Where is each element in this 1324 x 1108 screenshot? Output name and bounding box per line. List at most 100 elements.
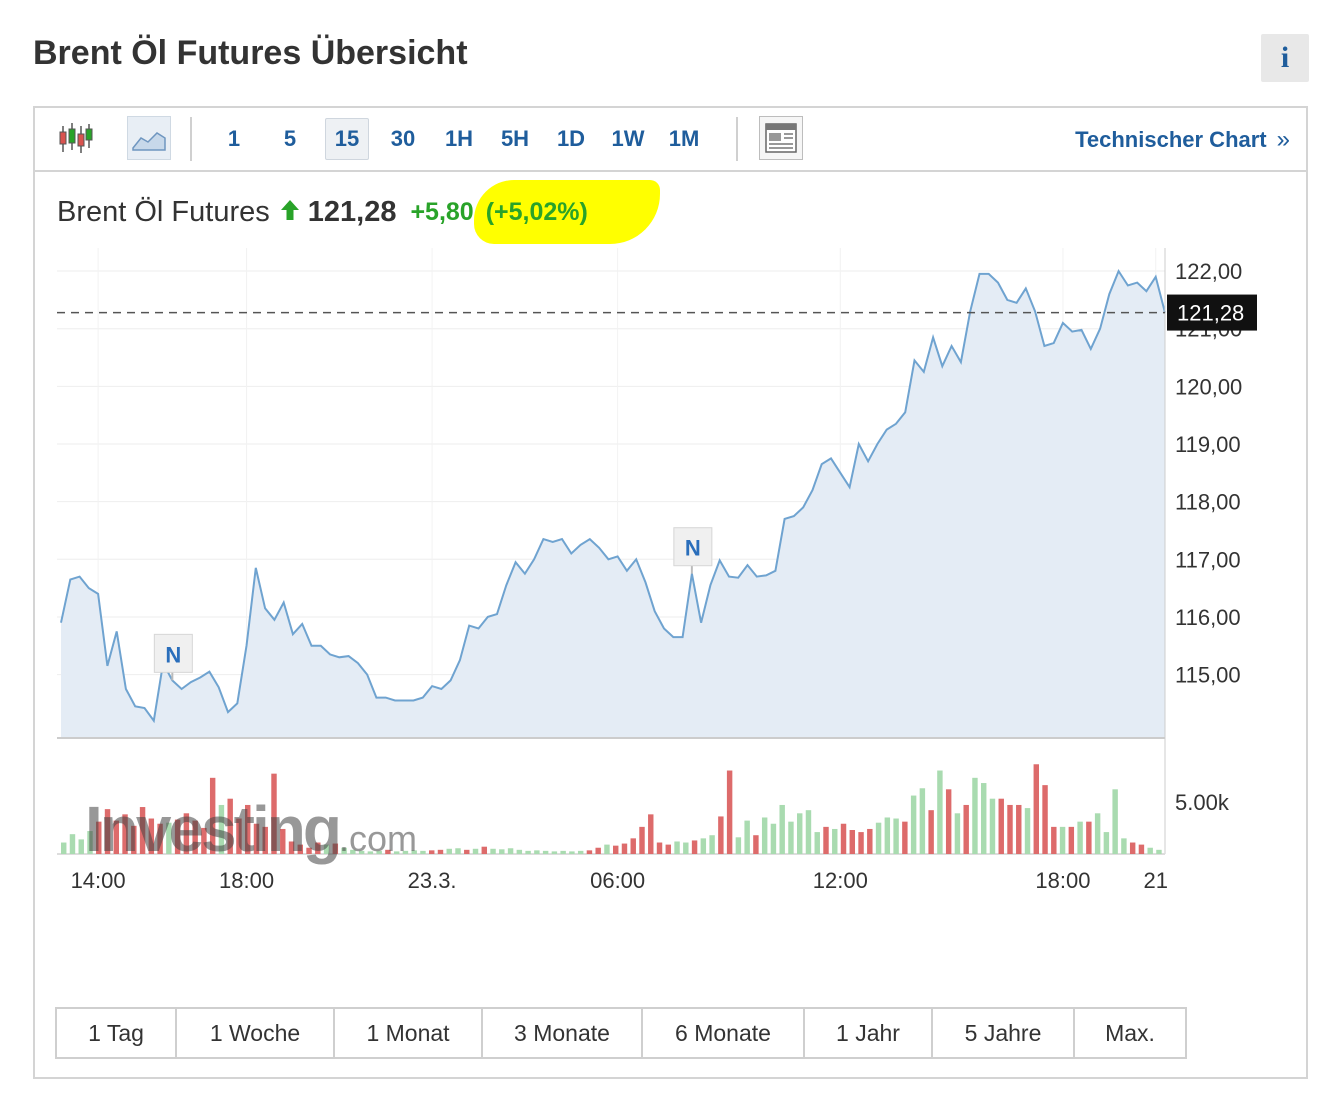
volume-bar — [770, 823, 777, 854]
volume-bar — [823, 826, 829, 854]
candlestick-chart-icon[interactable] — [53, 116, 97, 160]
volume-bar — [805, 810, 812, 854]
volume-bar — [341, 847, 347, 854]
range-6-months[interactable]: 6 Monate — [643, 1009, 805, 1057]
volume-bar — [507, 848, 514, 854]
volume-bar — [420, 850, 426, 854]
volume-bar — [621, 843, 628, 854]
volume-bar — [665, 844, 672, 854]
volume-bar — [928, 810, 934, 854]
volume-bar — [1103, 832, 1110, 854]
volume-bar — [919, 788, 926, 854]
y-tick-label: 116,00 — [1175, 605, 1241, 630]
volume-bar — [761, 817, 768, 854]
volume-bar — [709, 835, 715, 854]
volume-bar — [437, 849, 444, 854]
up-arrow-icon — [280, 199, 300, 226]
technical-chart-link[interactable]: Technischer Chart » — [1075, 126, 1290, 154]
volume-bar — [1129, 842, 1136, 854]
volume-bar — [288, 841, 295, 854]
volume-bar — [604, 844, 610, 854]
volume-bar — [148, 818, 155, 854]
current-price-label: 121,28 — [1177, 301, 1244, 326]
volume-bar — [814, 832, 820, 854]
volume-bar — [297, 844, 304, 854]
news-marker-label: N — [165, 642, 181, 667]
volume-bar — [218, 804, 225, 854]
chart-toolbar: 1 5 15 30 1H 5H 1D 1W 1M Technischer Cha… — [35, 108, 1306, 172]
volume-bar — [551, 851, 558, 854]
volume-bar — [323, 844, 330, 854]
volume-bar — [569, 851, 575, 854]
volume-bar — [1059, 826, 1066, 854]
timeframe-5[interactable]: 5 — [283, 126, 297, 151]
volume-bar — [683, 842, 689, 854]
range-5-years[interactable]: 5 Jahre — [933, 1009, 1075, 1057]
percent-change: (+5,02%) — [485, 198, 588, 226]
volume-tick-label: 5.00k — [1175, 790, 1230, 815]
range-1-month[interactable]: 1 Monat — [335, 1009, 483, 1057]
volume-bar — [648, 814, 654, 854]
volume-bar — [393, 851, 400, 854]
x-tick-label: 14:00 — [71, 868, 126, 893]
volume-bar — [61, 842, 67, 854]
data-table-icon[interactable] — [759, 116, 803, 160]
volume-bar — [726, 770, 733, 854]
volume-bar — [481, 846, 488, 854]
timeframe-1h[interactable]: 1H — [444, 126, 474, 151]
volume-bar — [875, 822, 882, 854]
chart-widget: 1 5 15 30 1H 5H 1D 1W 1M Technischer Cha… — [33, 106, 1308, 1079]
volume-bar — [446, 848, 452, 854]
volume-bar — [1024, 808, 1031, 854]
volume-bar — [262, 826, 268, 854]
volume-bar — [674, 841, 680, 854]
timeframe-1w[interactable]: 1W — [611, 126, 645, 151]
range-1-day[interactable]: 1 Tag — [57, 1009, 177, 1057]
timeframe-5h[interactable]: 5H — [500, 126, 530, 151]
volume-bar — [718, 816, 724, 854]
volume-bar — [350, 849, 356, 854]
x-tick-label: 12:00 — [813, 868, 868, 893]
volume-bar — [332, 843, 339, 854]
double-chevron-right-icon: » — [1276, 126, 1290, 153]
current-price-tag — [1167, 294, 1257, 331]
range-1-year[interactable]: 1 Jahr — [805, 1009, 933, 1057]
volume-bar — [104, 809, 111, 854]
timeframe-1d[interactable]: 1D — [556, 126, 586, 151]
timeframe-15[interactable]: 15 — [325, 118, 369, 160]
volume-bar — [656, 842, 663, 854]
instrument-name: Brent Öl Futures — [57, 196, 270, 228]
timeframe-1[interactable]: 1 — [227, 126, 241, 151]
volume-bar — [972, 777, 978, 854]
volume-bar — [201, 827, 207, 854]
x-tick-label: 21 — [1143, 868, 1167, 893]
volume-bar — [376, 850, 382, 854]
volume-bar — [157, 823, 163, 854]
timeframe-1m[interactable]: 1M — [668, 126, 700, 151]
range-max[interactable]: Max. — [1105, 1019, 1155, 1046]
volume-bar — [1033, 764, 1040, 854]
volume-bar — [227, 798, 233, 854]
volume-bar — [499, 849, 505, 854]
volume-bar — [1094, 813, 1101, 854]
range-1-week[interactable]: 1 Woche — [177, 1009, 335, 1057]
volume-bar — [542, 850, 549, 854]
price-line — [60, 268, 1166, 724]
volume-bar — [87, 831, 93, 854]
volume-bar — [867, 828, 873, 854]
volume-bar — [1077, 821, 1083, 854]
volume-bar — [253, 823, 260, 854]
volume-bar — [832, 828, 838, 854]
volume-bar — [963, 804, 969, 854]
volume-bar — [613, 845, 619, 854]
volume-bar — [981, 783, 987, 854]
area-chart-icon[interactable] — [127, 116, 171, 160]
range-3-months[interactable]: 3 Monate — [483, 1009, 643, 1057]
volume-bar — [902, 821, 908, 854]
volume-bar — [358, 850, 365, 854]
volume-bar — [700, 838, 707, 854]
percent-change-highlighted: (+5,02%) — [473, 180, 660, 244]
timeframe-30[interactable]: 30 — [390, 126, 416, 151]
y-tick-label: 119,00 — [1175, 432, 1241, 457]
info-button[interactable]: i — [1261, 34, 1309, 82]
